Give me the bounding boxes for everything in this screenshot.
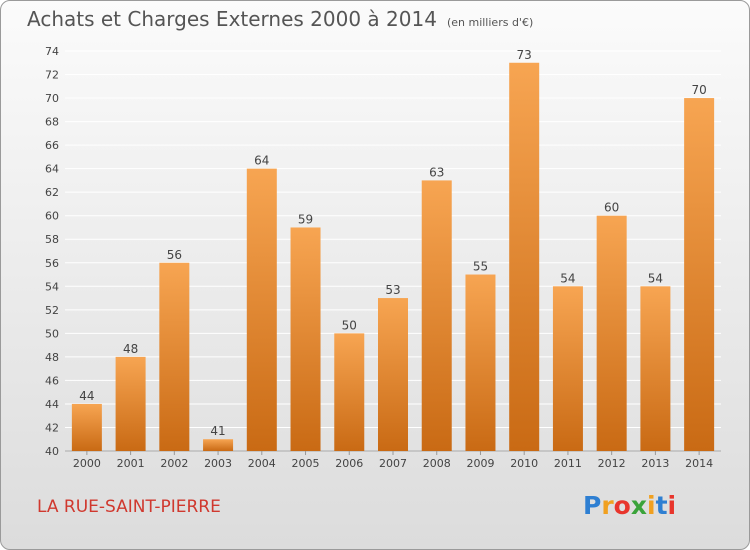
y-tick-label: 58 — [45, 233, 59, 246]
y-tick-label: 74 — [45, 45, 59, 58]
bar-value-label: 56 — [167, 248, 182, 262]
bar-2010 — [509, 62, 540, 451]
y-tick-label: 56 — [45, 257, 59, 270]
logo-letter: o — [613, 491, 631, 520]
x-tick-label: 2004 — [248, 457, 276, 470]
y-tick-label: 40 — [45, 445, 59, 458]
bar-value-label: 48 — [123, 342, 138, 356]
y-tick-label: 70 — [45, 92, 59, 105]
bar-2007 — [378, 298, 408, 451]
x-tick-label: 2003 — [204, 457, 232, 470]
bar-2009 — [465, 274, 496, 451]
y-tick-label: 48 — [45, 351, 59, 364]
bar-value-label: 54 — [560, 271, 575, 285]
bar-value-label: 73 — [517, 48, 532, 62]
x-tick-label: 2010 — [510, 457, 538, 470]
bar-value-label: 44 — [79, 389, 94, 403]
bar-2011 — [552, 286, 583, 451]
logo-letter: x — [630, 491, 647, 520]
x-tick-label: 2006 — [335, 457, 363, 470]
logo-letter: t — [655, 491, 668, 520]
bar-value-label: 70 — [691, 83, 706, 97]
x-tick-label: 2002 — [160, 457, 188, 470]
bar-value-label: 55 — [473, 260, 488, 274]
bar-2002 — [159, 262, 190, 451]
bar-2012 — [596, 215, 627, 451]
bar-value-label: 54 — [648, 271, 663, 285]
logo-letter: i — [667, 491, 677, 520]
y-tick-label: 54 — [45, 280, 59, 293]
bar-2013 — [640, 286, 671, 451]
x-tick-label: 2013 — [641, 457, 669, 470]
x-tick-label: 2001 — [117, 457, 145, 470]
x-tick-label: 2011 — [554, 457, 582, 470]
bar-value-label: 64 — [254, 154, 269, 168]
x-tick-label: 2005 — [292, 457, 320, 470]
bar-2001 — [115, 356, 146, 451]
proxiti-logo: Proxiti — [583, 491, 676, 520]
bar-value-label: 53 — [385, 283, 400, 297]
bar-2005 — [290, 227, 321, 451]
bar-2004 — [246, 168, 277, 451]
y-tick-label: 52 — [45, 304, 59, 317]
logo-letter: P — [583, 491, 602, 520]
y-tick-label: 72 — [45, 69, 59, 82]
x-tick-label: 2014 — [685, 457, 713, 470]
y-tick-label: 50 — [45, 327, 59, 340]
y-tick-label: 66 — [45, 139, 59, 152]
bar-value-label: 59 — [298, 212, 313, 226]
y-tick-label: 64 — [45, 163, 59, 176]
bar-value-label: 60 — [604, 201, 619, 215]
y-tick-label: 68 — [45, 116, 59, 129]
chart-title-text: Achats et Charges Externes 2000 à 2014 — [27, 7, 437, 31]
bar-2008 — [421, 180, 452, 452]
bar-2014 — [684, 98, 715, 451]
y-tick-label: 46 — [45, 374, 59, 387]
x-tick-label: 2009 — [466, 457, 494, 470]
chart-subtitle: (en milliers d'€) — [446, 16, 534, 29]
bar-2006 — [334, 333, 365, 451]
location-label: LA RUE-SAINT-PIERRE — [37, 497, 221, 517]
x-tick-label: 2007 — [379, 457, 407, 470]
logo-letter: i — [647, 491, 656, 520]
y-tick-label: 62 — [45, 186, 59, 199]
y-tick-label: 60 — [45, 210, 59, 223]
logo-letter: r — [601, 491, 614, 520]
bar-value-label: 63 — [429, 165, 444, 179]
bar-2003 — [203, 439, 234, 451]
x-tick-label: 2008 — [423, 457, 451, 470]
bar-2000 — [71, 403, 102, 451]
x-tick-label: 2012 — [598, 457, 626, 470]
x-tick-label: 2000 — [73, 457, 101, 470]
chart-title: Achats et Charges Externes 2000 à 2014 (e… — [27, 7, 533, 31]
y-tick-label: 42 — [45, 421, 59, 434]
y-tick-label: 44 — [45, 398, 59, 411]
bar-value-label: 50 — [342, 318, 357, 332]
bar-value-label: 41 — [210, 424, 225, 438]
